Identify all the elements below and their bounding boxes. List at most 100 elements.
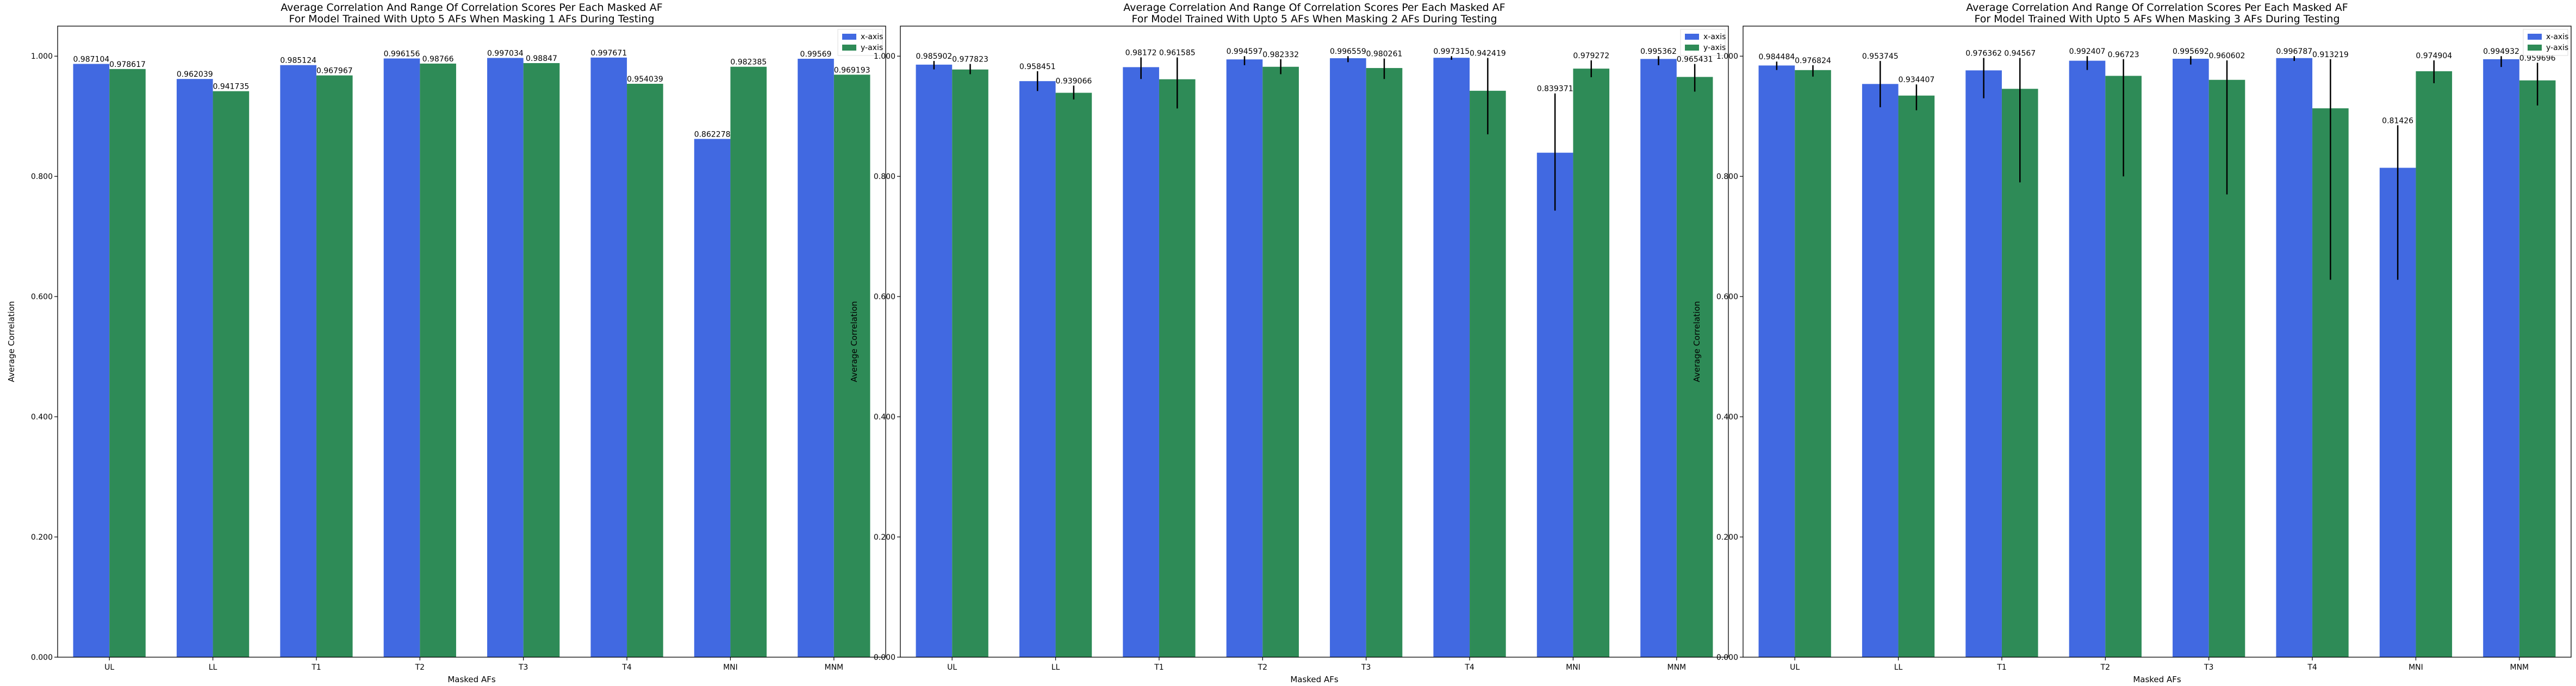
x-tick-label: T2 bbox=[415, 663, 425, 672]
bar-x-axis-T1 bbox=[1123, 67, 1159, 658]
legend-swatch-x-axis bbox=[2528, 34, 2542, 40]
bar-y-axis-T1 bbox=[2001, 89, 2038, 658]
bar-x-axis-T2 bbox=[1226, 59, 1263, 657]
plot-frame bbox=[900, 26, 1729, 658]
legend-swatch-x-axis bbox=[1685, 34, 1699, 40]
bar-x-axis-MNM bbox=[2483, 59, 2519, 657]
y-axis-label: Average Correlation bbox=[7, 301, 16, 382]
bar-x-axis-T1 bbox=[280, 65, 316, 658]
bar-y-axis-MNI bbox=[730, 66, 767, 657]
data-label-x-axis-MNM: 0.994932 bbox=[2483, 47, 2519, 56]
data-label-x-axis-MNM: 0.995362 bbox=[1640, 47, 1677, 56]
legend-label-x-axis: x-axis bbox=[1703, 33, 1726, 41]
bar-x-axis-LL bbox=[1862, 84, 1899, 657]
bar-y-axis-T1 bbox=[1159, 79, 1196, 658]
bar-y-axis-UL bbox=[109, 69, 146, 658]
x-tick-label: T1 bbox=[1154, 663, 1163, 672]
plot-frame bbox=[57, 26, 886, 658]
data-label-y-axis-T2: 0.98766 bbox=[422, 55, 454, 64]
legend: x-axis y-axis bbox=[837, 29, 883, 56]
bar-x-axis-UL bbox=[1758, 65, 1795, 657]
bar-x-axis-T2 bbox=[2069, 60, 2106, 657]
data-label-y-axis-LL: 0.941735 bbox=[213, 83, 249, 91]
x-tick-label: MNI bbox=[1566, 663, 1581, 672]
data-label-x-axis-T1: 0.985124 bbox=[280, 57, 316, 65]
bar-x-axis-UL bbox=[916, 64, 953, 658]
bar-x-axis-T3 bbox=[487, 58, 524, 658]
bar-x-axis-MNM bbox=[798, 58, 834, 657]
bar-x-axis-LL bbox=[176, 79, 213, 657]
data-label-x-axis-MNI: 0.81426 bbox=[2382, 116, 2413, 125]
x-tick-label: MNM bbox=[2510, 663, 2529, 672]
legend-label-y-axis: y-axis bbox=[861, 44, 883, 52]
bar-x-axis-T4 bbox=[1433, 58, 1470, 658]
x-tick-label: LL bbox=[209, 663, 217, 672]
x-tick-label: MNM bbox=[824, 663, 843, 672]
chart-subtitle: For Model Trained With Upto 5 AFs When M… bbox=[1131, 13, 1497, 25]
y-tick-label: 1.000 bbox=[874, 52, 895, 61]
chart-title: Average Correlation And Range Of Correla… bbox=[1966, 2, 2348, 14]
y-tick-label: 0.800 bbox=[1716, 172, 1738, 181]
bar-y-axis-UL bbox=[952, 69, 988, 657]
plot-frame bbox=[1743, 26, 2572, 658]
x-tick-label: T3 bbox=[1361, 663, 1371, 672]
y-tick-label: 0.400 bbox=[31, 413, 53, 422]
y-tick-label: 0.600 bbox=[874, 293, 895, 301]
data-label-x-axis-LL: 0.953745 bbox=[1862, 52, 1899, 61]
x-tick-label: T1 bbox=[1996, 663, 2006, 672]
chart-title: Average Correlation And Range Of Correla… bbox=[1123, 2, 1505, 14]
x-tick-label: T2 bbox=[2100, 663, 2110, 672]
chart-panel-1: Average Correlation And Range Of Correla… bbox=[7, 2, 886, 684]
chart-subtitle: For Model Trained With Upto 5 AFs When M… bbox=[1974, 13, 2339, 25]
bar-y-axis-MNI bbox=[1573, 69, 1610, 658]
y-tick-label: 0.400 bbox=[874, 413, 895, 422]
y-tick-label: 0.200 bbox=[1716, 533, 1738, 542]
data-label-y-axis-UL: 0.977823 bbox=[952, 55, 988, 64]
data-label-y-axis-T2: 0.96723 bbox=[2108, 51, 2139, 59]
data-label-x-axis-T1: 0.98172 bbox=[1125, 48, 1157, 57]
data-label-y-axis-T3: 0.960602 bbox=[2209, 52, 2245, 60]
x-axis-label: Masked AFs bbox=[1290, 675, 1339, 684]
bar-y-axis-MNM bbox=[1676, 77, 1713, 658]
data-label-x-axis-T3: 0.997034 bbox=[487, 50, 524, 58]
y-tick-label: 0.400 bbox=[1716, 413, 1738, 422]
y-tick-label: 0.800 bbox=[874, 172, 895, 181]
bar-x-axis-T2 bbox=[383, 58, 420, 657]
y-tick-label: 0.000 bbox=[31, 653, 53, 662]
data-label-x-axis-T2: 0.994597 bbox=[1227, 47, 1263, 56]
bar-x-axis-MNI bbox=[694, 139, 731, 657]
y-tick-label: 0.800 bbox=[31, 172, 53, 181]
data-label-x-axis-T3: 0.995692 bbox=[2173, 47, 2209, 56]
legend-label-x-axis: x-axis bbox=[861, 33, 883, 41]
x-tick-label: T1 bbox=[311, 663, 321, 672]
bar-y-axis-MNM bbox=[2519, 80, 2556, 658]
data-label-x-axis-MNI: 0.839371 bbox=[1537, 85, 1573, 94]
y-tick-label: 0.200 bbox=[31, 533, 53, 542]
data-label-y-axis-T1: 0.961585 bbox=[1159, 48, 1196, 57]
legend: x-axis y-axis bbox=[2523, 29, 2568, 56]
legend-label-y-axis: y-axis bbox=[1703, 44, 1726, 52]
data-label-y-axis-T1: 0.967967 bbox=[316, 67, 353, 76]
data-label-x-axis-LL: 0.958451 bbox=[1019, 63, 1056, 71]
data-label-x-axis-UL: 0.985902 bbox=[916, 52, 952, 61]
data-label-y-axis-T3: 0.98847 bbox=[526, 54, 557, 63]
legend-box bbox=[837, 29, 883, 56]
data-label-x-axis-T4: 0.997671 bbox=[590, 49, 627, 58]
bar-y-axis-T4 bbox=[627, 84, 663, 658]
x-tick-label: MNI bbox=[723, 663, 738, 672]
bar-x-axis-T3 bbox=[2173, 58, 2209, 657]
x-tick-label: MNI bbox=[2409, 663, 2423, 672]
x-tick-label: T2 bbox=[1258, 663, 1267, 672]
data-label-x-axis-MNI: 0.862278 bbox=[694, 130, 731, 139]
data-label-y-axis-MNI: 0.979272 bbox=[1573, 52, 1609, 60]
data-label-y-axis-MNM: 0.965431 bbox=[1677, 55, 1713, 64]
x-axis-label: Masked AFs bbox=[447, 675, 496, 684]
bar-x-axis-MNI bbox=[1536, 152, 1573, 657]
data-label-y-axis-T1: 0.94567 bbox=[2004, 50, 2036, 58]
x-tick-label: UL bbox=[104, 663, 114, 672]
data-label-x-axis-T1: 0.976362 bbox=[1965, 50, 2002, 58]
data-label-y-axis-T4: 0.954039 bbox=[627, 75, 663, 84]
chart-panel-2: Average Correlation And Range Of Correla… bbox=[849, 2, 1729, 684]
bar-x-axis-T1 bbox=[1965, 70, 2002, 658]
